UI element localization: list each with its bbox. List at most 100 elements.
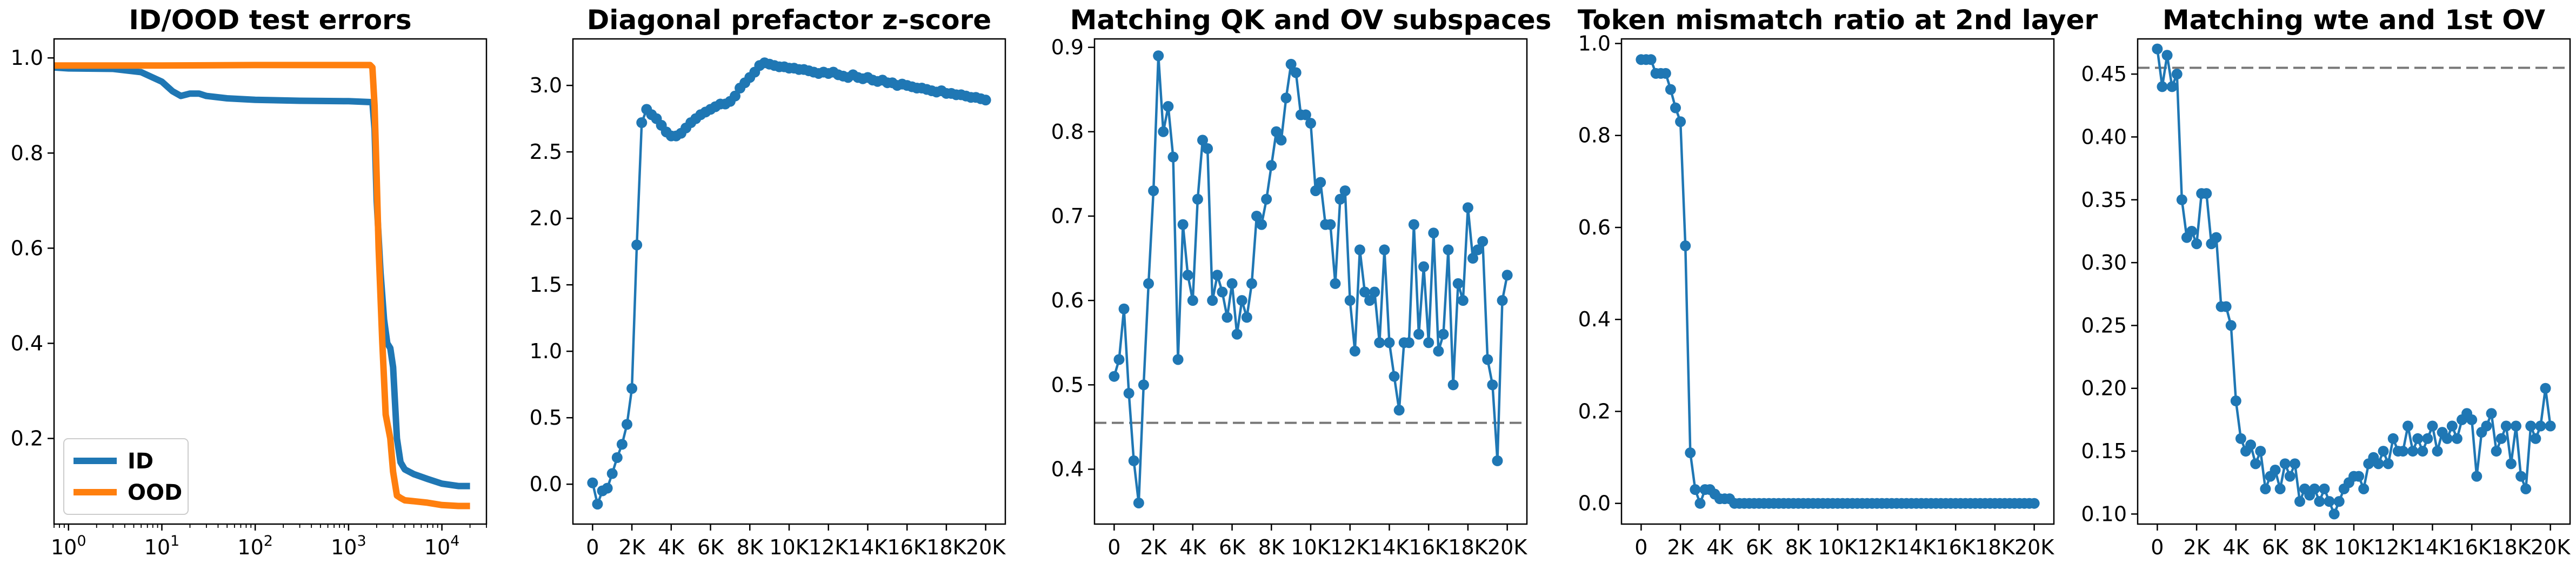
- plot-area: [587, 57, 991, 510]
- data-point: [2201, 188, 2212, 199]
- data-point: [2397, 446, 2408, 457]
- plot-area: [1095, 50, 1527, 508]
- data-point: [1148, 185, 1159, 197]
- data-point: [1266, 160, 1277, 171]
- x-tick-label: 14K: [848, 535, 888, 559]
- data-point: [2471, 471, 2482, 482]
- data-point: [1379, 244, 1390, 256]
- data-point: [2324, 496, 2335, 507]
- data-point: [626, 383, 638, 394]
- data-point: [2176, 194, 2187, 205]
- data-point: [2383, 458, 2394, 470]
- data-point: [2161, 50, 2173, 61]
- data-point: [2220, 301, 2232, 312]
- x-tick-label: 12K: [809, 535, 849, 559]
- data-point: [1428, 227, 1439, 239]
- data-point: [1423, 337, 1434, 348]
- data-point: [1197, 135, 1208, 146]
- x-tick-label: 104: [424, 533, 460, 559]
- data-point: [2446, 420, 2458, 432]
- x-tick-label: 12K: [1330, 535, 1370, 559]
- data-point: [1231, 328, 1243, 340]
- x-tick-label: 6K: [1746, 535, 1773, 559]
- x-tick-label: 8K: [1785, 535, 1812, 559]
- data-point: [1408, 219, 1419, 230]
- data-point: [2260, 483, 2271, 494]
- data-point: [1310, 185, 1322, 197]
- x-tick-label: 2K: [619, 535, 646, 559]
- x-tick-label: 8K: [737, 535, 764, 559]
- y-tick-label: 1.0: [11, 46, 43, 70]
- data-point: [1349, 345, 1360, 357]
- data-point: [1192, 193, 1203, 205]
- data-point: [1447, 379, 1459, 391]
- data-point: [1680, 240, 1691, 252]
- data-point: [1393, 405, 1405, 416]
- data-point: [1364, 295, 1376, 306]
- data-point: [1123, 387, 1134, 399]
- data-point: [2525, 420, 2537, 432]
- plot-area: [1636, 54, 2040, 509]
- series-line-1: [54, 62, 470, 509]
- data-point: [1290, 67, 1302, 78]
- data-point: [2294, 496, 2305, 507]
- y-tick-label: 0.6: [11, 236, 43, 260]
- data-point: [2545, 420, 2556, 432]
- data-point: [1492, 455, 1503, 466]
- data-point: [1690, 484, 1701, 495]
- y-tick-label: 0.0: [1578, 492, 1611, 515]
- data-point: [1222, 312, 1233, 323]
- y-tick-label: 2.5: [530, 140, 562, 164]
- x-tick-label: 103: [331, 533, 366, 559]
- x-tick-label: 14K: [1370, 535, 1410, 559]
- data-point: [2235, 433, 2246, 444]
- series-line-0: [2156, 49, 2552, 515]
- data-point: [1660, 68, 1671, 79]
- data-point: [2250, 458, 2261, 470]
- x-tick-label: 0: [586, 535, 599, 559]
- data-point: [2441, 433, 2453, 444]
- data-point: [1182, 270, 1193, 281]
- data-point: [1158, 126, 1169, 137]
- x-tick-label: 16K: [1409, 535, 1449, 559]
- series-line-0: [591, 62, 986, 506]
- data-point: [2412, 433, 2424, 444]
- x-tick-label: 20K: [2531, 535, 2571, 559]
- x-tick-label: 2K: [1667, 535, 1694, 559]
- x-tick-label: 18K: [2491, 535, 2531, 559]
- data-point: [1452, 278, 1464, 289]
- y-tick-label: 0.10: [2081, 502, 2127, 526]
- data-point: [2403, 420, 2413, 432]
- data-point: [636, 117, 648, 128]
- data-point: [1285, 58, 1297, 70]
- x-tick-label: 2K: [2184, 535, 2211, 559]
- data-point: [1212, 270, 1223, 281]
- chart-title: Token mismatch ratio at 2nd layer: [1578, 4, 2098, 36]
- y-tick-label: 1.5: [530, 273, 562, 297]
- x-tick-label: 0: [1107, 535, 1120, 559]
- x-tick-label: 20K: [1487, 535, 1527, 559]
- x-tick-label: 6K: [697, 535, 724, 559]
- axes-frame: [572, 38, 1006, 525]
- data-point: [1497, 295, 1508, 306]
- data-point: [2451, 433, 2462, 444]
- data-point: [1128, 455, 1139, 466]
- data-point: [2255, 446, 2266, 457]
- data-point: [1172, 354, 1184, 365]
- y-tick-label: 2.0: [530, 206, 562, 230]
- x-tick-label: 18K: [1975, 535, 2015, 559]
- data-point: [2407, 446, 2419, 457]
- data-point: [1138, 379, 1149, 391]
- data-point: [1334, 193, 1346, 205]
- data-point: [2028, 498, 2040, 509]
- y-tick-label: 3.0: [530, 73, 562, 97]
- data-point: [2191, 238, 2203, 250]
- data-point: [1482, 354, 1493, 365]
- y-tick-label: 0.5: [530, 406, 562, 430]
- legend-label: OOD: [128, 480, 182, 505]
- x-tick-label: 4K: [1179, 535, 1206, 559]
- data-point: [2166, 81, 2178, 92]
- data-point: [2540, 383, 2551, 394]
- data-point: [2225, 320, 2237, 331]
- y-tick-label: 0.4: [1051, 457, 1084, 481]
